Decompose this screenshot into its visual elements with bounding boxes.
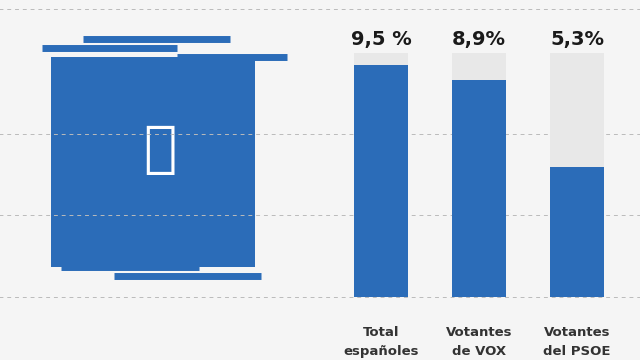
Text: 9,5 %: 9,5 % <box>351 30 412 49</box>
Text: del PSOE: del PSOE <box>543 345 611 358</box>
Text: españoles: españoles <box>343 345 419 358</box>
Text: 8,9%: 8,9% <box>452 30 506 49</box>
Text: 5,3%: 5,3% <box>550 30 604 49</box>
Bar <box>550 53 604 297</box>
Bar <box>354 53 408 297</box>
Text: Votantes: Votantes <box>445 326 512 339</box>
FancyBboxPatch shape <box>51 57 255 267</box>
Bar <box>452 53 506 297</box>
Text: de VOX: de VOX <box>452 345 506 358</box>
Bar <box>452 80 506 297</box>
Text: Votantes: Votantes <box>544 326 611 339</box>
Bar <box>550 167 604 297</box>
Text: 🗳️: 🗳️ <box>145 123 178 177</box>
Text: Total: Total <box>363 326 399 339</box>
Bar <box>354 65 408 297</box>
